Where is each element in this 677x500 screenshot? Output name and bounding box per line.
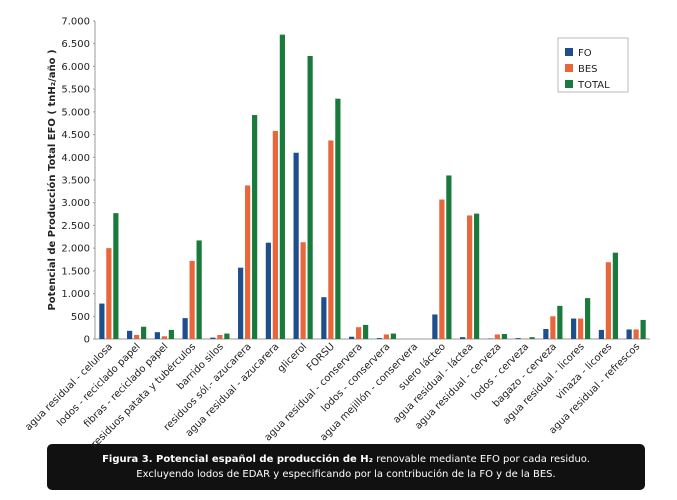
bar: [363, 324, 369, 339]
bar: [578, 318, 584, 339]
bar: [168, 329, 174, 339]
caption-rest: renovable mediante EFO por cada residuo.: [373, 454, 590, 465]
legend-label: TOTAL: [577, 80, 610, 91]
bar: [99, 303, 105, 339]
y-tick-label: 5.500: [61, 85, 90, 96]
bar: [217, 334, 223, 339]
y-tick-label: 2.500: [61, 221, 90, 232]
bar: [376, 338, 382, 339]
bar: [321, 297, 327, 339]
bar: [626, 329, 632, 339]
bar: [335, 98, 341, 339]
legend-swatch: [565, 80, 573, 88]
bar: [612, 252, 618, 339]
bar: [245, 185, 251, 339]
bar: [238, 267, 244, 339]
y-tick-label: 5.000: [61, 107, 90, 118]
caption-box: [47, 444, 645, 490]
bar: [141, 326, 147, 339]
y-tick-label: 1.500: [61, 266, 90, 277]
bar: [134, 334, 140, 339]
bar: [349, 336, 355, 339]
bar: [293, 152, 299, 339]
x-tick-label: glicerol: [276, 341, 309, 374]
bar: [210, 337, 216, 339]
y-tick-label: 6.000: [61, 62, 90, 73]
bar: [356, 327, 362, 339]
caption-line1: Figura 3. Potencial español de producció…: [102, 453, 590, 465]
bar: [196, 240, 202, 339]
legend-swatch: [565, 64, 573, 72]
bar: [467, 215, 473, 339]
y-tick-label: 6.500: [61, 39, 90, 50]
bar: [557, 305, 563, 339]
bar: [432, 314, 438, 339]
bar: [252, 115, 258, 339]
bar: [515, 338, 521, 339]
bar: [113, 213, 119, 339]
bar: [307, 55, 313, 339]
bar: [383, 334, 389, 339]
bar: [605, 262, 611, 339]
bar: [529, 337, 535, 339]
legend-label: FO: [578, 48, 592, 59]
bar: [598, 329, 604, 339]
bar: [390, 333, 396, 339]
bar: [633, 329, 639, 339]
bar: [154, 332, 160, 339]
bar: [189, 260, 195, 339]
bar: [640, 319, 646, 339]
bar: [106, 248, 112, 339]
legend-label: BES: [578, 64, 598, 75]
bar: [494, 334, 500, 339]
bar: [161, 336, 167, 339]
y-tick-label: 2.000: [61, 244, 90, 255]
legend-swatch: [565, 48, 573, 56]
bar: [460, 337, 466, 339]
y-tick-label: 4.500: [61, 130, 90, 141]
bar: [501, 334, 507, 339]
bar: [474, 213, 480, 339]
bar: [571, 318, 577, 339]
bar: [550, 316, 556, 339]
bar: [328, 140, 334, 339]
bar: [272, 130, 278, 339]
y-tick-label: 500: [71, 312, 90, 323]
y-axis-label: Potencial de Producción Total EFO ( tnH₂…: [46, 49, 58, 310]
y-tick-label: 4.000: [61, 153, 90, 164]
y-tick-label: 1.000: [61, 289, 90, 300]
x-tick-label: suero lácteo: [396, 341, 448, 393]
caption-line2: Excluyendo lodos de EDAR y especificando…: [136, 468, 555, 480]
y-tick-label: 3.000: [61, 198, 90, 209]
bar: [439, 199, 445, 339]
bar: [585, 298, 591, 339]
bar: [446, 175, 452, 339]
bar: [300, 242, 306, 339]
bar: [265, 242, 271, 339]
caption-bold: Figura 3. Potencial español de producció…: [102, 453, 373, 465]
bar: [182, 318, 188, 339]
y-tick-label: 0: [84, 335, 90, 346]
bar: [543, 329, 549, 339]
y-tick-label: 7.000: [61, 17, 90, 28]
bar: [279, 34, 285, 339]
bar: [127, 330, 133, 339]
bar: [224, 333, 230, 339]
y-tick-label: 3.500: [61, 176, 90, 187]
